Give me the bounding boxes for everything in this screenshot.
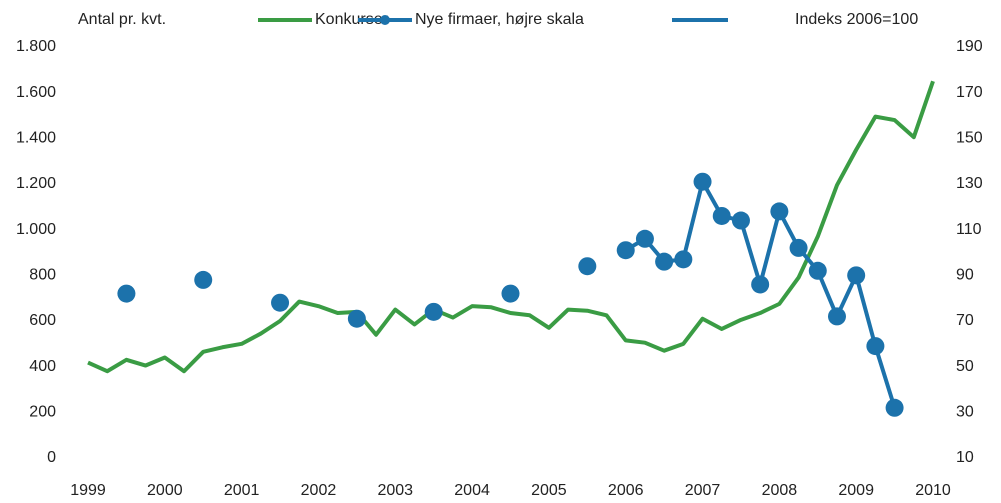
- series-marker: [674, 250, 693, 269]
- series-line: [87, 80, 935, 374]
- y-tick-label: 400: [29, 358, 56, 375]
- x-tick-label: 2007: [685, 482, 721, 499]
- y2-tick-label: 30: [956, 404, 974, 421]
- series-marker: [770, 202, 789, 221]
- legend-label: Konkurser: [315, 11, 389, 28]
- y2-tick-label: 190: [956, 38, 983, 55]
- y2-tick-label: 110: [956, 221, 982, 238]
- x-tick-label: 2009: [838, 482, 874, 499]
- y-tick-label: 800: [29, 267, 56, 284]
- x-tick-label: 2003: [377, 482, 413, 499]
- x-tick-label: 2005: [531, 482, 567, 499]
- x-tick-label: 2010: [915, 482, 951, 499]
- series-marker: [271, 293, 290, 312]
- legend-marker: [380, 15, 390, 25]
- series-marker: [885, 398, 904, 417]
- y-tick-label: 1.200: [16, 175, 56, 192]
- series-marker: [731, 211, 750, 230]
- series-marker: [616, 241, 635, 260]
- x-tick-label: 2004: [454, 482, 490, 499]
- series-marker: [789, 238, 808, 257]
- y2-tick-label: 10: [956, 449, 974, 466]
- series-marker: [424, 302, 443, 321]
- series-marker: [117, 284, 136, 303]
- series-marker: [712, 206, 731, 225]
- y-tick-label: 1.800: [16, 38, 56, 55]
- y-tick-label: 1.600: [16, 84, 56, 101]
- y-tick-label: 0: [47, 449, 56, 466]
- x-tick-label: 2008: [762, 482, 798, 499]
- series-marker: [347, 309, 366, 328]
- legend-label: Nye firmaer, højre skala: [415, 11, 584, 28]
- x-tick-label: 2000: [147, 482, 183, 499]
- y2-tick-label: 170: [956, 84, 983, 101]
- y-axis-label: Antal pr. kvt.: [78, 11, 166, 28]
- series-marker: [808, 261, 827, 280]
- series-marker: [847, 266, 866, 285]
- y-tick-label: 200: [29, 404, 56, 421]
- x-tick-label: 2001: [224, 482, 260, 499]
- y2-tick-label: 150: [956, 130, 983, 147]
- series-marker: [578, 257, 597, 276]
- y2-tick-label: 70: [956, 312, 974, 329]
- series-marker: [693, 172, 712, 191]
- y-tick-label: 600: [29, 312, 56, 329]
- x-tick-label: 2002: [301, 482, 337, 499]
- series-marker: [827, 307, 846, 326]
- x-tick-label: 1999: [70, 482, 106, 499]
- series-marker: [194, 270, 213, 289]
- y-tick-label: 1.400: [16, 130, 56, 147]
- y2-tick-label: 130: [956, 175, 983, 192]
- series-marker: [751, 275, 770, 294]
- series-marker: [501, 284, 520, 303]
- y-tick-label: 1.000: [16, 221, 56, 238]
- y2-tick-label: 90: [956, 267, 974, 284]
- series-marker: [866, 337, 885, 356]
- series-marker: [655, 252, 674, 271]
- series-marker: [635, 229, 654, 248]
- y2-tick-label: 50: [956, 358, 974, 375]
- y2-axis-label: Indeks 2006=100: [795, 11, 918, 28]
- x-tick-label: 2006: [608, 482, 644, 499]
- series-line: [624, 179, 897, 409]
